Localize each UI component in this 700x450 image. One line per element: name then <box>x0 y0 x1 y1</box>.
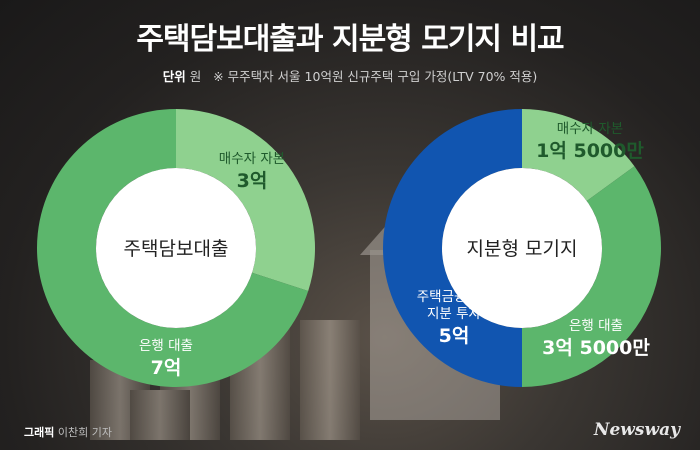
donut-slice <box>383 109 522 387</box>
newsway-logo: Newsway <box>593 420 680 440</box>
page-title: 주택담보대출과 지분형 모기지 비교 <box>136 22 564 57</box>
slice-name-label: 매수자 자본 <box>219 151 285 167</box>
donut-center <box>442 168 602 328</box>
slice-name-label: 주택금융공사 지분 투자 <box>417 289 492 322</box>
unit-label: 단위 <box>162 69 186 84</box>
unit-value: 원 <box>189 69 202 84</box>
donut-title: 지분형 모기지 <box>467 238 578 260</box>
donut-title: 주택담보대출 <box>124 238 229 260</box>
assumption-note: ※ 무주택자 서울 10억원 신규주택 구입 가정(LTV 70% 적용) <box>213 69 538 84</box>
donut-slice <box>37 109 309 387</box>
slice-name-label: 은행 대출 <box>569 318 623 334</box>
donut-slice <box>522 166 661 387</box>
donut-slice <box>522 109 635 201</box>
credit: 그래픽 이찬희 기자 <box>24 424 112 440</box>
slice-value-label: 3억 <box>237 170 268 192</box>
donut-slice <box>176 109 316 291</box>
slice-name-label: 은행 대출 <box>139 338 193 354</box>
slice-name-label: 매수자 자본 <box>557 121 623 137</box>
slice-value-label: 5억 <box>439 325 470 347</box>
donut-center <box>96 168 256 328</box>
slice-value-label: 1억 5000만 <box>536 140 644 162</box>
slice-value-label: 7억 <box>151 357 182 379</box>
subtitle: 단위 원 ※ 무주택자 서울 10억원 신규주택 구입 가정(LTV 70% 적… <box>0 66 700 85</box>
credit-author: 이찬희 기자 <box>57 426 112 439</box>
credit-label: 그래픽 <box>24 426 55 439</box>
slice-value-label: 3억 5000만 <box>542 337 650 359</box>
